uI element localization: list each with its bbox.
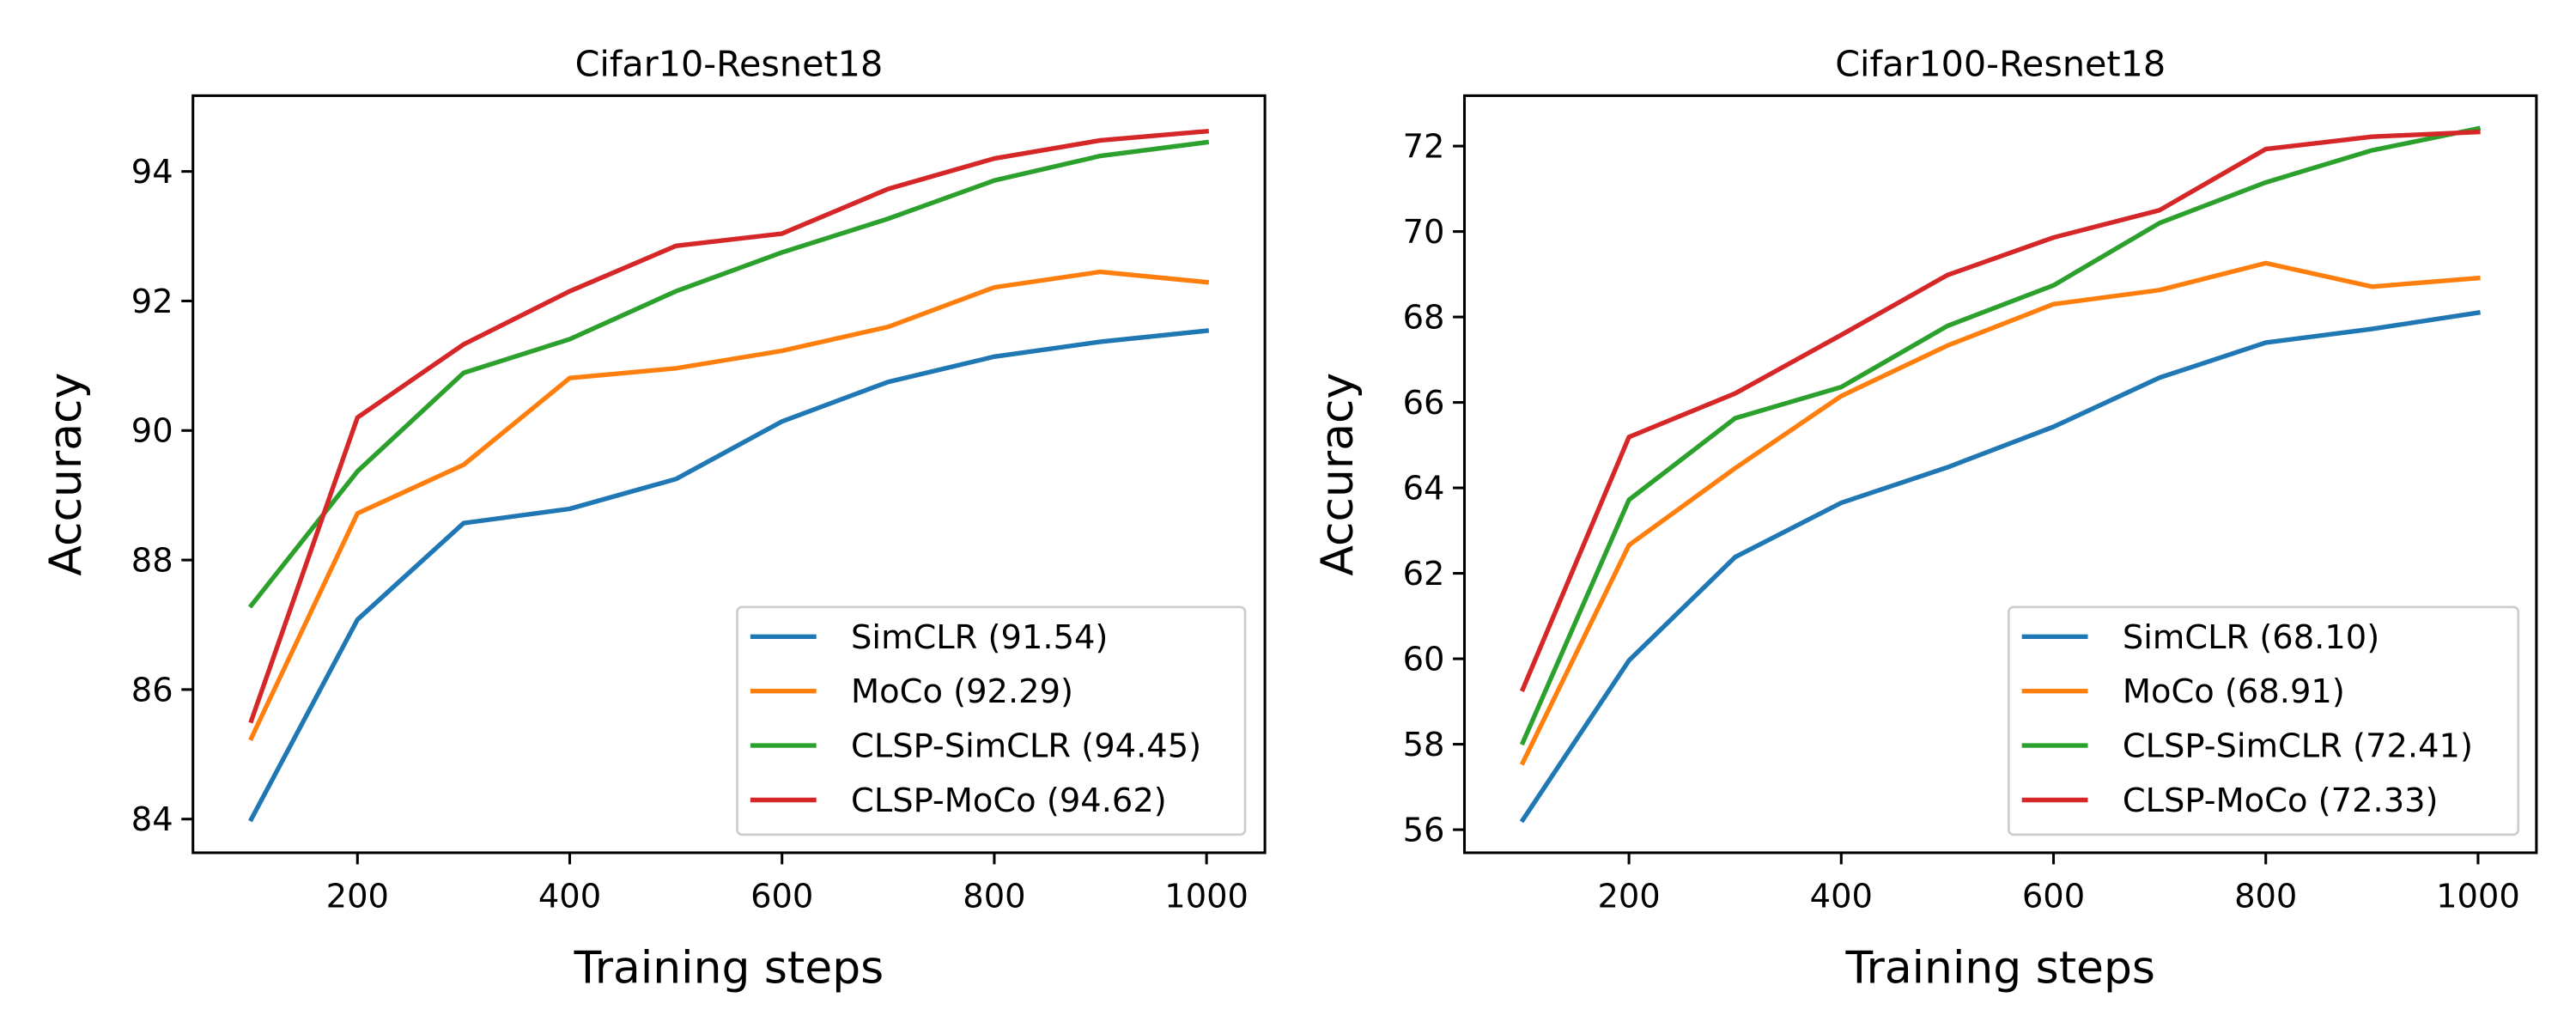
y-tick-label: 58: [1403, 726, 1445, 764]
x-tick-label: 1000: [1164, 877, 1249, 915]
chart-title: Cifar10-Resnet18: [575, 43, 884, 84]
legend-label: CLSP-MoCo (72.33): [2123, 782, 2439, 820]
chart-panel-1: 200 400 600 800 1000 84 86 88 90 92 94 Cifar10-Resn…: [40, 43, 1267, 994]
legend-label: SimCLR (91.54): [851, 618, 1108, 657]
legend-label: CLSP-SimCLR (94.45): [851, 727, 1201, 766]
chart-title: Cifar100-Resnet18: [1835, 43, 2166, 84]
y-axis-label: Accuracy: [1312, 373, 1364, 576]
chart-panel-2: 200 400 600 800 1000 56 58 60 62 64 66 68 70 72 Cifar1…: [1312, 43, 2538, 994]
y-tick-label: 94: [131, 153, 173, 192]
x-axis-label: Training steps: [1844, 943, 2155, 994]
series-line-3: [1519, 125, 2482, 746]
series-line-2: [1519, 260, 2481, 766]
y-tick-label: 84: [131, 800, 173, 839]
x-tick-label: 1000: [2436, 877, 2520, 915]
y-tick-label: 60: [1403, 641, 1445, 679]
legend: SimCLR (91.54) MoCo (92.29) CLSP-SimCLR (9…: [736, 605, 1247, 836]
x-tick-label: 400: [1810, 877, 1873, 915]
y-tick-label: 72: [1403, 128, 1445, 167]
y-tick-label: 92: [131, 283, 173, 321]
y-tick-label: 68: [1403, 299, 1445, 338]
x-tick-label: 600: [2022, 877, 2085, 915]
y-tick-label: 62: [1403, 555, 1445, 593]
x-tick-label: 200: [326, 877, 389, 915]
legend-label: CLSP-SimCLR (72.41): [2123, 727, 2473, 766]
legend-label: MoCo (92.29): [851, 672, 1073, 711]
legend-box: [2007, 605, 2520, 836]
y-tick-label: 88: [131, 542, 173, 581]
series-line-4: [248, 128, 1210, 724]
series-line-4: [1519, 129, 2481, 692]
x-axis-label: Training steps: [574, 943, 884, 994]
y-axis-label: Accuracy: [40, 373, 92, 576]
y-tick-label: 56: [1403, 812, 1445, 850]
y-tick-label: 90: [131, 412, 173, 451]
plot-frame: [191, 94, 1267, 855]
series-line-1: [248, 328, 1210, 823]
y-tick-label: 66: [1403, 384, 1445, 423]
series-line-2: [248, 269, 1210, 742]
x-tick-label: 600: [750, 877, 813, 915]
legend: SimCLR (68.10) MoCo (68.91) CLSP-SimCLR (7…: [2007, 605, 2520, 836]
legend-box: [736, 605, 1247, 836]
legend-label: CLSP-MoCo (94.62): [851, 782, 1167, 820]
series-line-1: [1519, 310, 2481, 824]
x-tick-label: 400: [538, 877, 601, 915]
y-tick-label: 70: [1403, 213, 1445, 252]
x-tick-label: 800: [2234, 877, 2297, 915]
legend-label: SimCLR (68.10): [2123, 618, 2379, 657]
x-tick-label: 800: [963, 877, 1025, 915]
plot-frame: [1462, 94, 2538, 855]
series-line-3: [247, 139, 1210, 609]
x-tick-label: 200: [1597, 877, 1660, 915]
y-tick-label: 64: [1403, 470, 1445, 508]
legend-label: MoCo (68.91): [2123, 672, 2345, 711]
y-tick-label: 86: [131, 671, 173, 709]
